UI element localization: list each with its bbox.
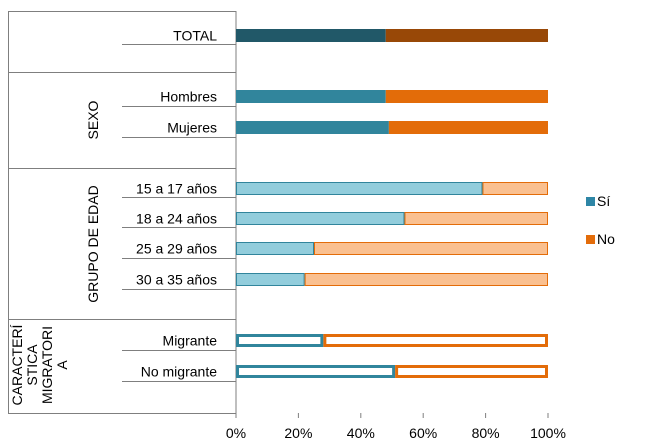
bar-si xyxy=(236,273,305,286)
x-tick-label: 20% xyxy=(284,425,312,441)
bar-no xyxy=(385,29,548,42)
category-label: Migrante xyxy=(163,333,218,349)
legend-label: Sí xyxy=(597,193,610,209)
legend-swatch xyxy=(586,197,595,206)
category-label: No migrante xyxy=(141,364,217,380)
bar-si xyxy=(236,242,314,255)
legend-swatch xyxy=(586,235,595,244)
category-label: Mujeres xyxy=(167,120,217,136)
category-label: TOTAL xyxy=(173,28,217,44)
category-label: 18 a 24 años xyxy=(136,211,217,227)
bar-no xyxy=(388,121,548,134)
group-label-line: STICA xyxy=(24,344,40,386)
category-label: Hombres xyxy=(160,89,217,105)
bar-si xyxy=(236,29,386,42)
bar-no xyxy=(482,182,549,195)
category-label: 25 a 29 años xyxy=(136,241,217,257)
bar-no xyxy=(323,334,548,347)
legend-label: No xyxy=(597,231,615,247)
group-label: GRUPO DE EDAD xyxy=(85,185,101,302)
group-label: SEXO xyxy=(85,100,101,139)
x-tick-label: 0% xyxy=(226,425,246,441)
x-tick-label: 60% xyxy=(409,425,437,441)
bar-si xyxy=(236,121,389,134)
x-tick-label: 40% xyxy=(347,425,375,441)
bar-no xyxy=(304,273,549,286)
bar-si xyxy=(236,365,396,378)
x-tick-label: 80% xyxy=(472,425,500,441)
group-label-line: CARACTERÍ xyxy=(9,324,25,405)
x-tick-label: 100% xyxy=(530,425,566,441)
bar-si xyxy=(236,90,386,103)
group-label-line: A xyxy=(54,360,70,370)
category-label: 15 a 17 años xyxy=(136,181,217,197)
bar-no xyxy=(395,365,548,378)
category-label: 30 a 35 años xyxy=(136,272,217,288)
bar-si xyxy=(236,212,405,225)
group-label-line: MIGRATORI xyxy=(39,326,55,404)
bar-si xyxy=(236,182,483,195)
bar-si xyxy=(236,334,324,347)
bar-no xyxy=(314,242,548,255)
bar-no xyxy=(385,90,548,103)
bar-no xyxy=(404,212,549,225)
